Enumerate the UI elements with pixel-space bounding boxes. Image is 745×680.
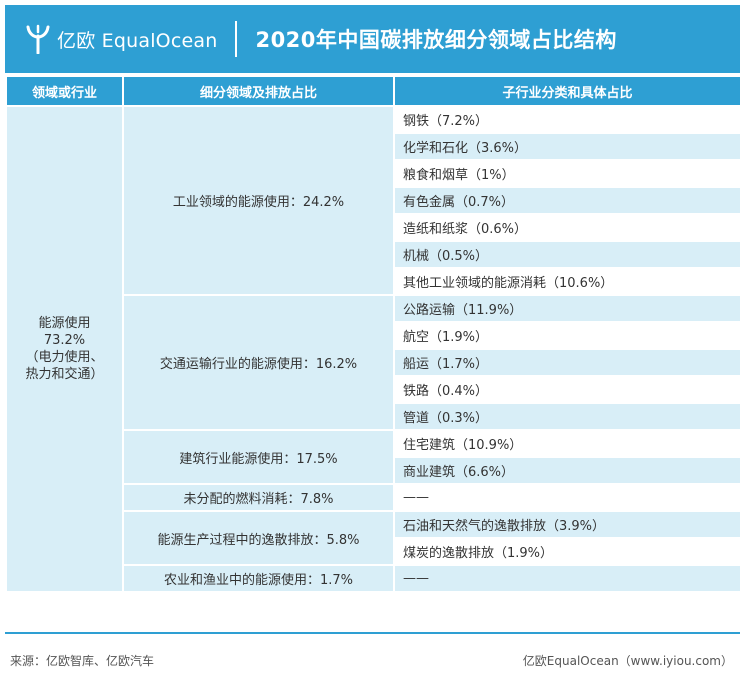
table-row: 农业和渔业中的能源使用：1.7% —— [6,564,742,593]
detail-cell: 化学和石化（3.6%） [393,132,742,161]
source-note: 来源：亿欧智库、亿欧汽车 [10,654,155,668]
detail-cell: 管道（0.3%） [393,402,742,431]
subsector-cell: 工业领域的能源使用：24.2% [122,105,395,296]
sector-note2: 热力和交通） [25,367,104,382]
sector-cell: 能源使用 73.2% （电力使用、 热力和交通） [5,105,124,593]
sector-name: 能源使用 [38,316,91,331]
header-divider [235,21,238,57]
brand-logo: 亿欧 EqualOcean [25,24,217,54]
column-header-sector: 领域或行业 [5,75,124,107]
column-header-detail: 子行业分类和具体占比 [393,75,742,107]
table-row: 化学和石化（3.6%） [6,132,742,161]
table-row: 交通运输行业的能源使用：16.2% 公路运输（11.9%） [6,294,742,431]
credit-note: 亿欧EqualOcean（www.iyiou.com） [522,654,733,668]
column-header-subsector: 细分领域及排放占比 [122,75,395,107]
table-row: 其他工业领域的能源消耗（10.6%） [6,267,742,296]
detail-cell: 公路运输（11.9%） [393,294,742,323]
detail-cell: 船运（1.7%） [393,348,742,377]
table-row: 能源使用 73.2% （电力使用、 热力和交通） 工业领域的能源使用：24.2% 钢铁（7… [5,105,742,593]
subsector-cell: 农业和渔业中的能源使用：1.7% [122,564,395,593]
table-row: 机械（0.5%） [6,240,742,269]
subsector-cell: 交通运输行业的能源使用：16.2% [122,294,395,431]
subsector-cell: 未分配的燃料消耗：7.8% [122,483,395,512]
table-row: 能源生产过程中的逸散排放：5.8% 石油和天然气的逸散排放（3.9%） [6,510,742,566]
table-row: 煤炭的逸散排放（1.9%） [6,537,742,566]
table-header-row: 领域或行业 细分领域及排放占比 子行业分类和具体占比 [5,75,742,107]
subsector-cell: 能源生产过程中的逸散排放：5.8% [122,510,395,566]
detail-cell: 有色金属（0.7%） [393,186,742,215]
page-title: 2020年中国碳排放细分领域占比结构 [255,28,617,52]
detail-cell: 造纸和纸浆（0.6%） [393,213,742,242]
table-row: 商业建筑（6.6%） [6,456,742,485]
table-row: 船运（1.7%） [6,348,742,377]
emission-table: 领域或行业 细分领域及排放占比 子行业分类和具体占比 能源使用 73.2% （电力使… [5,75,742,593]
table-row: 粮食和烟草（1%） [6,159,742,188]
table-row: 航空（1.9%） [6,321,742,350]
table-row: 建筑行业能源使用：17.5% 住宅建筑（10.9%） [6,429,742,485]
detail-cell: 机械（0.5%） [393,240,742,269]
subsector-cell: 建筑行业能源使用：17.5% [122,429,395,485]
sector-note: （电力使用、 [25,350,104,365]
detail-cell: 石油和天然气的逸散排放（3.9%） [393,510,742,539]
detail-cell: 商业建筑（6.6%） [393,456,742,485]
table-row: 有色金属（0.7%） [6,186,742,215]
detail-cell: —— [393,483,742,512]
bottom-rule [5,632,740,634]
detail-cell: 住宅建筑（10.9%） [393,429,742,458]
table-row: 铁路（0.4%） [6,375,742,404]
table-row: 造纸和纸浆（0.6%） [6,213,742,242]
equalocean-tree-logo-icon [26,24,50,54]
detail-cell: 粮食和烟草（1%） [393,159,742,188]
detail-cell: 铁路（0.4%） [393,375,742,404]
report-header: 亿欧 EqualOcean 2020年中国碳排放细分领域占比结构 [5,5,740,73]
detail-cell: 煤炭的逸散排放（1.9%） [393,537,742,566]
detail-cell: —— [393,564,742,593]
detail-cell: 钢铁（7.2%） [393,105,742,134]
sector-share: 73.2% [43,333,86,348]
detail-cell: 航空（1.9%） [393,321,742,350]
detail-cell: 其他工业领域的能源消耗（10.6%） [393,267,742,296]
brand-name: 亿欧 EqualOcean [57,29,218,52]
table-row: 管道（0.3%） [6,402,742,431]
table-row: 未分配的燃料消耗：7.8% —— [6,483,742,512]
